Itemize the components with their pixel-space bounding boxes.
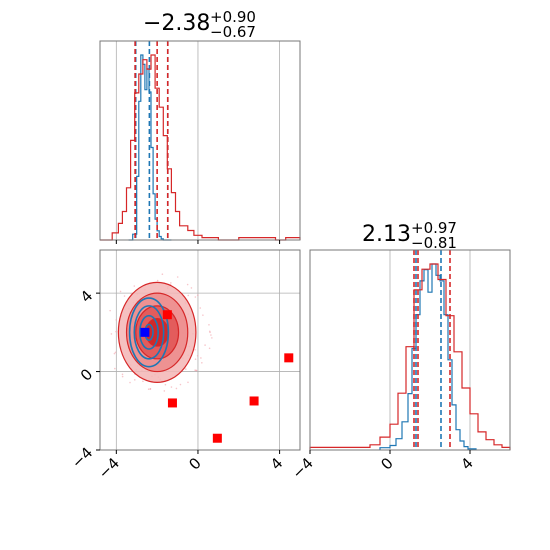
sample-point [133, 379, 136, 381]
axes-frame [309, 249, 511, 451]
sample-point [201, 361, 203, 364]
title-y-value: 2.13 [362, 222, 411, 247]
sample-point [147, 388, 150, 390]
sample-point [204, 344, 206, 346]
sample-point [200, 357, 202, 359]
sample-point [196, 354, 199, 357]
sample-point [133, 285, 136, 287]
scatter-marker [162, 310, 172, 320]
sample-point [195, 369, 198, 372]
sample-point [194, 358, 197, 361]
x-tick-label: −4 [95, 454, 123, 482]
histogram-step-red [100, 54, 301, 241]
sample-point [194, 296, 197, 298]
sample-point [187, 381, 189, 384]
axes-frame [99, 40, 301, 241]
x-tick-label: 0 [185, 454, 204, 473]
sample-point [164, 383, 167, 386]
x-tick-label: 4 [457, 454, 476, 473]
sample-point [114, 367, 116, 370]
sample-point [199, 307, 202, 309]
sample-point [142, 380, 144, 383]
y-tick-label: 4 [77, 287, 96, 306]
axes-frame [99, 249, 301, 451]
sample-point [194, 348, 196, 351]
sample-point [156, 279, 159, 282]
title-x-minus: −0.67 [210, 23, 256, 41]
x-tick-label: −4 [288, 454, 316, 482]
marginal-histogram-x-panel [99, 40, 301, 244]
sample-point [202, 314, 204, 316]
scatter-marker [284, 353, 294, 363]
histogram-step-blue [379, 263, 477, 450]
scatter-marker [167, 398, 177, 408]
histogram-step-red [309, 263, 511, 450]
sample-point [196, 294, 199, 296]
title-x-value: −2.38 [143, 11, 210, 36]
sample-point [129, 381, 131, 384]
x-tick-label: 0 [377, 454, 396, 473]
sample-point [170, 282, 172, 284]
sample-point [114, 351, 117, 354]
title-y-plus: +0.97 [411, 219, 457, 237]
truth-marker [140, 327, 150, 337]
y-tick-label: −4 [68, 444, 96, 472]
sample-point [208, 347, 211, 350]
sample-point [115, 330, 117, 333]
sample-point [121, 373, 124, 376]
joint-distribution-panel: −4 0 4 −4 0 4 [68, 249, 301, 482]
sample-point [211, 337, 213, 339]
sample-point [170, 386, 173, 388]
sample-point [175, 387, 178, 390]
sample-point [179, 383, 182, 386]
sample-point [119, 290, 122, 293]
sample-point [210, 334, 212, 336]
sample-point [123, 295, 126, 297]
sample-point [115, 319, 118, 321]
sample-point [176, 276, 179, 278]
title-x-plus: +0.90 [210, 8, 256, 26]
sample-point [187, 294, 190, 297]
scatter-marker [249, 396, 259, 406]
sample-point [113, 352, 116, 355]
sample-point [186, 283, 189, 286]
contour-level-blue [138, 314, 159, 350]
x-tick-label: 4 [267, 454, 286, 473]
marginal-histogram-y-panel: −4 0 4 [288, 249, 511, 482]
sample-point [161, 273, 164, 276]
sample-point [190, 287, 193, 289]
contour-level-blue [133, 305, 165, 360]
sample-point [184, 368, 187, 370]
sample-point [194, 369, 196, 371]
sample-point [208, 330, 211, 333]
sample-point [163, 390, 166, 392]
sample-point [208, 323, 210, 326]
sample-point [110, 333, 113, 335]
y-tick-label: 0 [77, 365, 96, 384]
sample-point [149, 388, 152, 390]
sample-point [121, 375, 124, 378]
sample-point [109, 309, 111, 312]
contour-level-blue [128, 297, 170, 368]
scatter-marker [212, 433, 222, 443]
title-y-minus: −0.81 [411, 234, 457, 252]
